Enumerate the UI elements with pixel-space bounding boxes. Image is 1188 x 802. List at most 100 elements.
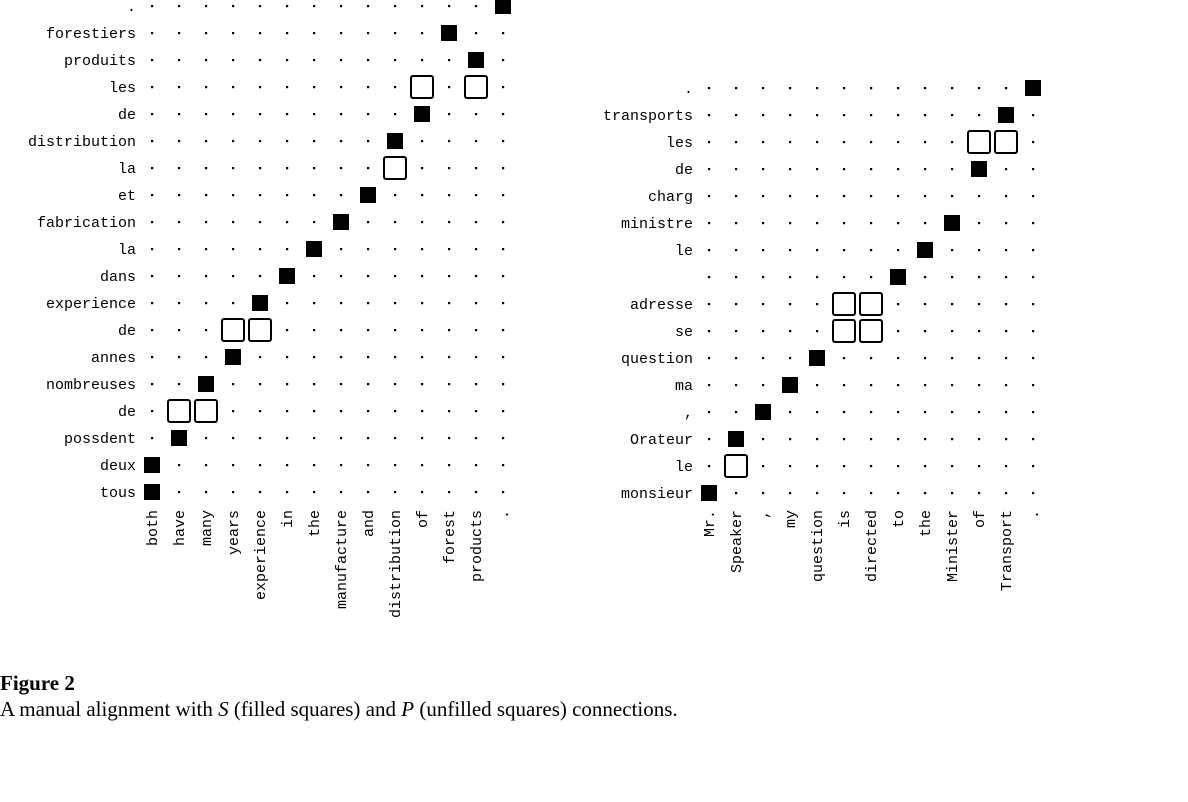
alignment-figure: tous deux possdent de nombreuses annes de exper… — [28, 0, 1043, 618]
grid-dot — [151, 248, 154, 251]
grid-dot — [367, 167, 370, 170]
english-word-label: years — [226, 510, 243, 555]
grid-dot — [394, 59, 397, 62]
grid-dot — [475, 194, 478, 197]
grid-dot — [1032, 330, 1035, 333]
french-word-label: experience — [46, 296, 136, 313]
grid-dot — [286, 59, 289, 62]
french-word-label: transports — [603, 108, 693, 125]
caption-text: A manual alignment with S (filled square… — [0, 696, 1188, 722]
grid-dot — [789, 114, 792, 117]
grid-dot — [421, 356, 424, 359]
english-word-label: Minister — [945, 510, 962, 582]
grid-dot — [978, 411, 981, 414]
grid-dot — [762, 168, 765, 171]
grid-dot — [205, 464, 208, 467]
grid-dot — [924, 114, 927, 117]
sure-alignment-square — [495, 0, 511, 14]
grid-dot — [448, 221, 451, 224]
grid-dot — [924, 87, 927, 90]
english-word-label: many — [199, 510, 216, 546]
grid-dot — [286, 356, 289, 359]
grid-dot — [735, 168, 738, 171]
sure-alignment-square — [387, 133, 403, 149]
grid-dot — [232, 194, 235, 197]
grid-dot — [178, 356, 181, 359]
sure-alignment-square — [971, 161, 987, 177]
grid-dot — [340, 329, 343, 332]
grid-dot — [897, 168, 900, 171]
sure-alignment-square — [1025, 80, 1041, 96]
grid-dot — [232, 86, 235, 89]
grid-dot — [475, 221, 478, 224]
english-word-label: the — [307, 510, 324, 537]
grid-dot — [816, 87, 819, 90]
grid-dot — [286, 140, 289, 143]
grid-dot — [735, 222, 738, 225]
grid-dot — [1005, 87, 1008, 90]
grid-dot — [735, 87, 738, 90]
grid-dot — [870, 276, 873, 279]
sure-alignment-square — [414, 106, 430, 122]
grid-dot — [475, 140, 478, 143]
grid-dot — [448, 356, 451, 359]
grid-dot — [951, 276, 954, 279]
grid-dot — [843, 141, 846, 144]
grid-dot — [708, 438, 711, 441]
grid-dot — [1032, 357, 1035, 360]
grid-dot — [924, 411, 927, 414]
grid-dot — [151, 221, 154, 224]
grid-dot — [978, 438, 981, 441]
grid-dot — [394, 302, 397, 305]
grid-dot — [259, 194, 262, 197]
grid-dot — [340, 59, 343, 62]
english-word-label: forest — [442, 510, 459, 564]
grid-dot — [816, 303, 819, 306]
grid-dot — [1032, 249, 1035, 252]
grid-dot — [367, 32, 370, 35]
grid-dot — [897, 465, 900, 468]
grid-dot — [1032, 222, 1035, 225]
possible-alignment-square — [221, 318, 245, 342]
grid-dot — [978, 330, 981, 333]
grid-dot — [789, 141, 792, 144]
possible-alignment-square — [859, 319, 883, 343]
grid-dot — [178, 86, 181, 89]
grid-dot — [205, 248, 208, 251]
grid-dot — [789, 411, 792, 414]
possible-alignment-square — [859, 292, 883, 316]
grid-dot — [816, 195, 819, 198]
english-word-label: Mr. — [702, 510, 719, 537]
grid-dot — [313, 140, 316, 143]
french-word-label: Orateur — [630, 432, 693, 449]
grid-dot — [232, 167, 235, 170]
grid-dot — [232, 5, 235, 8]
grid-dot — [897, 384, 900, 387]
grid-dot — [735, 195, 738, 198]
french-word-label: . — [684, 81, 693, 98]
grid-dot — [367, 248, 370, 251]
grid-dot — [259, 248, 262, 251]
grid-dot — [1005, 195, 1008, 198]
grid-dot — [367, 140, 370, 143]
grid-dot — [502, 248, 505, 251]
sure-alignment-square — [701, 485, 717, 501]
possible-alignment-square — [994, 130, 1018, 154]
grid-dot — [735, 357, 738, 360]
grid-dot — [340, 194, 343, 197]
caption-part: A manual alignment with — [0, 697, 219, 721]
grid-dot — [313, 410, 316, 413]
grid-dot — [205, 32, 208, 35]
grid-dot — [475, 356, 478, 359]
french-word-label: charg — [648, 189, 693, 206]
grid-dot — [1005, 357, 1008, 360]
grid-dot — [340, 248, 343, 251]
grid-dot — [762, 195, 765, 198]
grid-dot — [708, 465, 711, 468]
grid-dot — [951, 330, 954, 333]
grid-dot — [151, 275, 154, 278]
grid-dot — [205, 194, 208, 197]
grid-dot — [205, 59, 208, 62]
grid-dot — [232, 410, 235, 413]
grid-dot — [897, 492, 900, 495]
